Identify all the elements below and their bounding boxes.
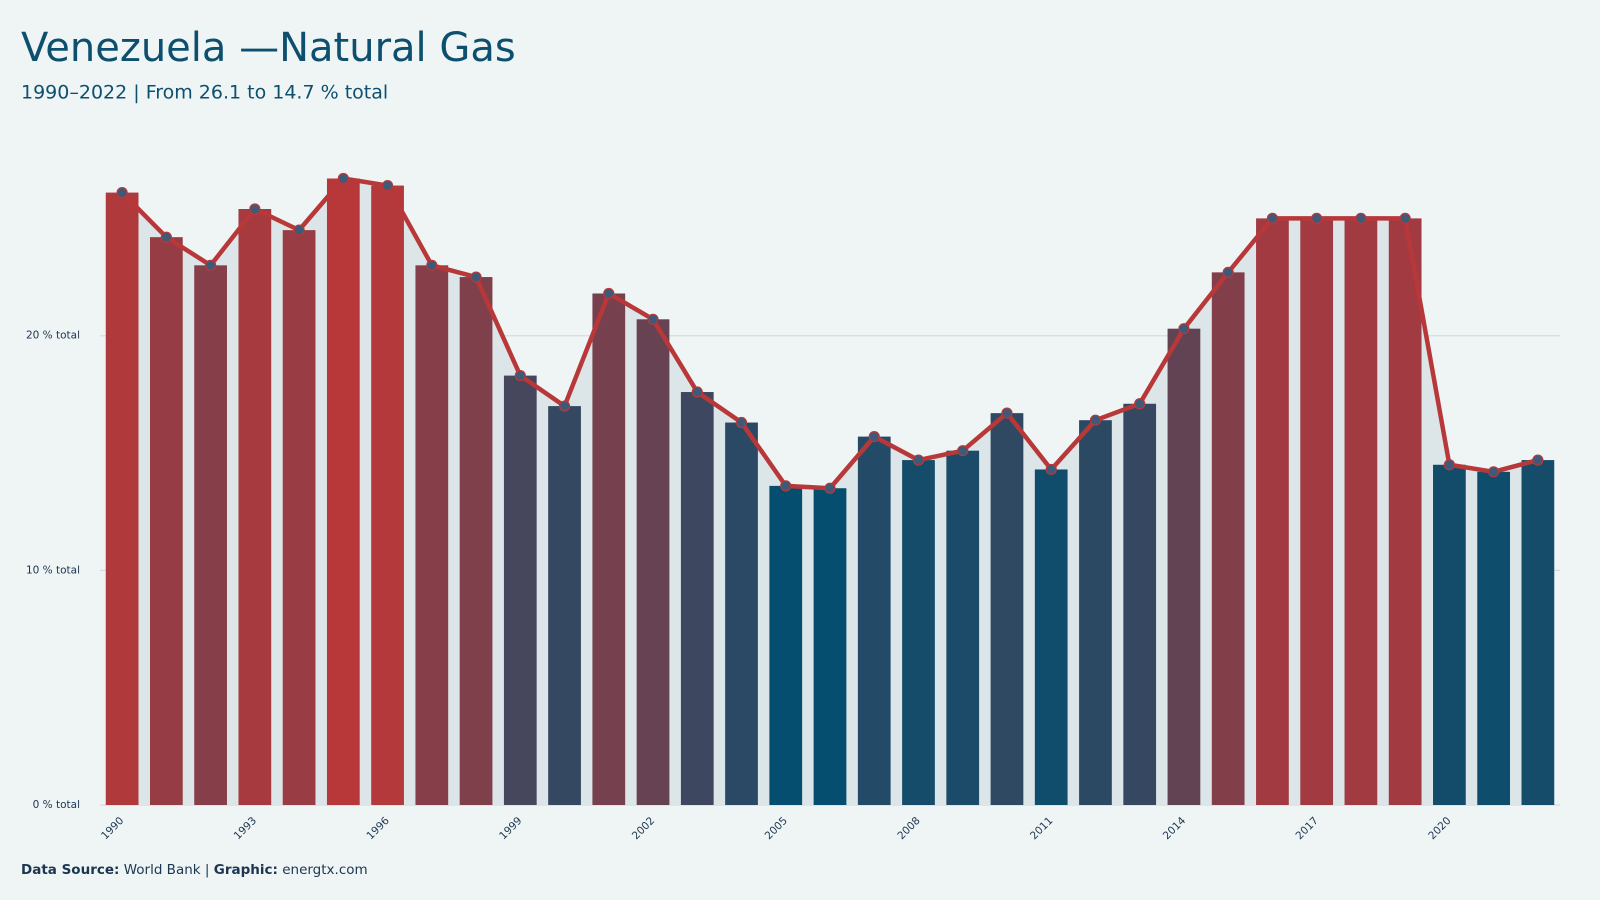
point bbox=[912, 454, 925, 466]
point bbox=[1001, 407, 1013, 419]
x-tick-label: 2014 bbox=[1161, 815, 1189, 843]
bar bbox=[194, 265, 227, 806]
point bbox=[426, 259, 438, 271]
x-tick-label: 1996 bbox=[364, 815, 392, 843]
bar bbox=[769, 485, 803, 805]
bar bbox=[1300, 218, 1334, 806]
bar bbox=[1256, 218, 1289, 806]
y-tick-label: 20 % total bbox=[26, 330, 80, 342]
x-tick-label: 2002 bbox=[630, 815, 657, 842]
point bbox=[1443, 459, 1455, 471]
bar bbox=[459, 277, 493, 805]
bar bbox=[1079, 420, 1112, 805]
chart-title: Venezuela —Natural Gas bbox=[21, 25, 516, 71]
separator: | bbox=[205, 862, 210, 878]
point bbox=[249, 203, 261, 215]
point bbox=[293, 224, 305, 236]
bar bbox=[282, 230, 316, 805]
point bbox=[558, 400, 571, 412]
point bbox=[1311, 212, 1323, 224]
point bbox=[780, 480, 792, 492]
point bbox=[470, 271, 482, 283]
bar bbox=[149, 237, 183, 805]
bar bbox=[990, 413, 1024, 805]
point bbox=[1488, 466, 1500, 478]
bar bbox=[105, 192, 139, 805]
point bbox=[603, 287, 615, 300]
point bbox=[116, 186, 128, 199]
point bbox=[1178, 323, 1190, 335]
chart-subtitle: 1990–2022 | From 26.1 to 14.7 % total bbox=[21, 82, 388, 104]
point bbox=[647, 313, 659, 325]
bar bbox=[813, 488, 847, 805]
bar bbox=[1034, 469, 1068, 805]
x-tick-label: 1993 bbox=[232, 815, 259, 842]
bar bbox=[415, 265, 449, 806]
point bbox=[381, 179, 394, 192]
point bbox=[1266, 212, 1279, 224]
bar bbox=[1388, 218, 1422, 806]
x-tick-label: 1990 bbox=[99, 815, 126, 842]
point bbox=[1134, 398, 1146, 410]
bar bbox=[326, 178, 360, 806]
graphic: energtx.com bbox=[282, 862, 367, 878]
bar bbox=[548, 406, 581, 805]
bar bbox=[1433, 464, 1466, 805]
point bbox=[868, 431, 880, 443]
bar bbox=[680, 392, 714, 805]
point bbox=[1532, 454, 1544, 466]
point bbox=[691, 386, 703, 398]
bar bbox=[1123, 403, 1157, 805]
x-tick-label: 2017 bbox=[1294, 815, 1321, 842]
point bbox=[735, 416, 748, 429]
point bbox=[160, 231, 172, 243]
point bbox=[205, 259, 217, 271]
x-tick-label: 2011 bbox=[1028, 815, 1055, 842]
source-label: Data Source: bbox=[21, 862, 119, 878]
x-tick-label: 2008 bbox=[895, 815, 922, 842]
x-tick-label: 2020 bbox=[1426, 815, 1453, 842]
bar bbox=[725, 422, 758, 805]
bar bbox=[1477, 471, 1511, 805]
y-tick-label: 0 % total bbox=[33, 799, 80, 811]
bar bbox=[371, 185, 404, 806]
bar bbox=[636, 319, 670, 805]
point bbox=[957, 445, 969, 457]
y-tick-label: 10 % total bbox=[26, 564, 80, 576]
x-tick-label: 1999 bbox=[497, 815, 524, 842]
point bbox=[1355, 212, 1367, 224]
bar bbox=[1521, 460, 1555, 805]
point bbox=[1222, 266, 1234, 278]
bar bbox=[1344, 218, 1378, 806]
point bbox=[337, 172, 349, 185]
point bbox=[1399, 212, 1411, 224]
bar bbox=[902, 460, 935, 805]
point bbox=[1045, 463, 1057, 476]
bar bbox=[238, 209, 272, 805]
bar bbox=[503, 375, 537, 805]
source: World Bank bbox=[124, 862, 201, 878]
x-tick-label: 2005 bbox=[763, 815, 790, 842]
graphic-label: Graphic: bbox=[214, 862, 278, 878]
bar bbox=[592, 293, 626, 805]
bar bbox=[857, 436, 891, 805]
bar bbox=[1167, 328, 1201, 805]
point bbox=[824, 482, 836, 494]
bar bbox=[946, 450, 980, 805]
footer: Data Source: World Bank | Graphic: energ… bbox=[21, 862, 368, 878]
bar bbox=[1211, 272, 1245, 805]
point bbox=[514, 370, 526, 382]
point bbox=[1089, 414, 1102, 426]
